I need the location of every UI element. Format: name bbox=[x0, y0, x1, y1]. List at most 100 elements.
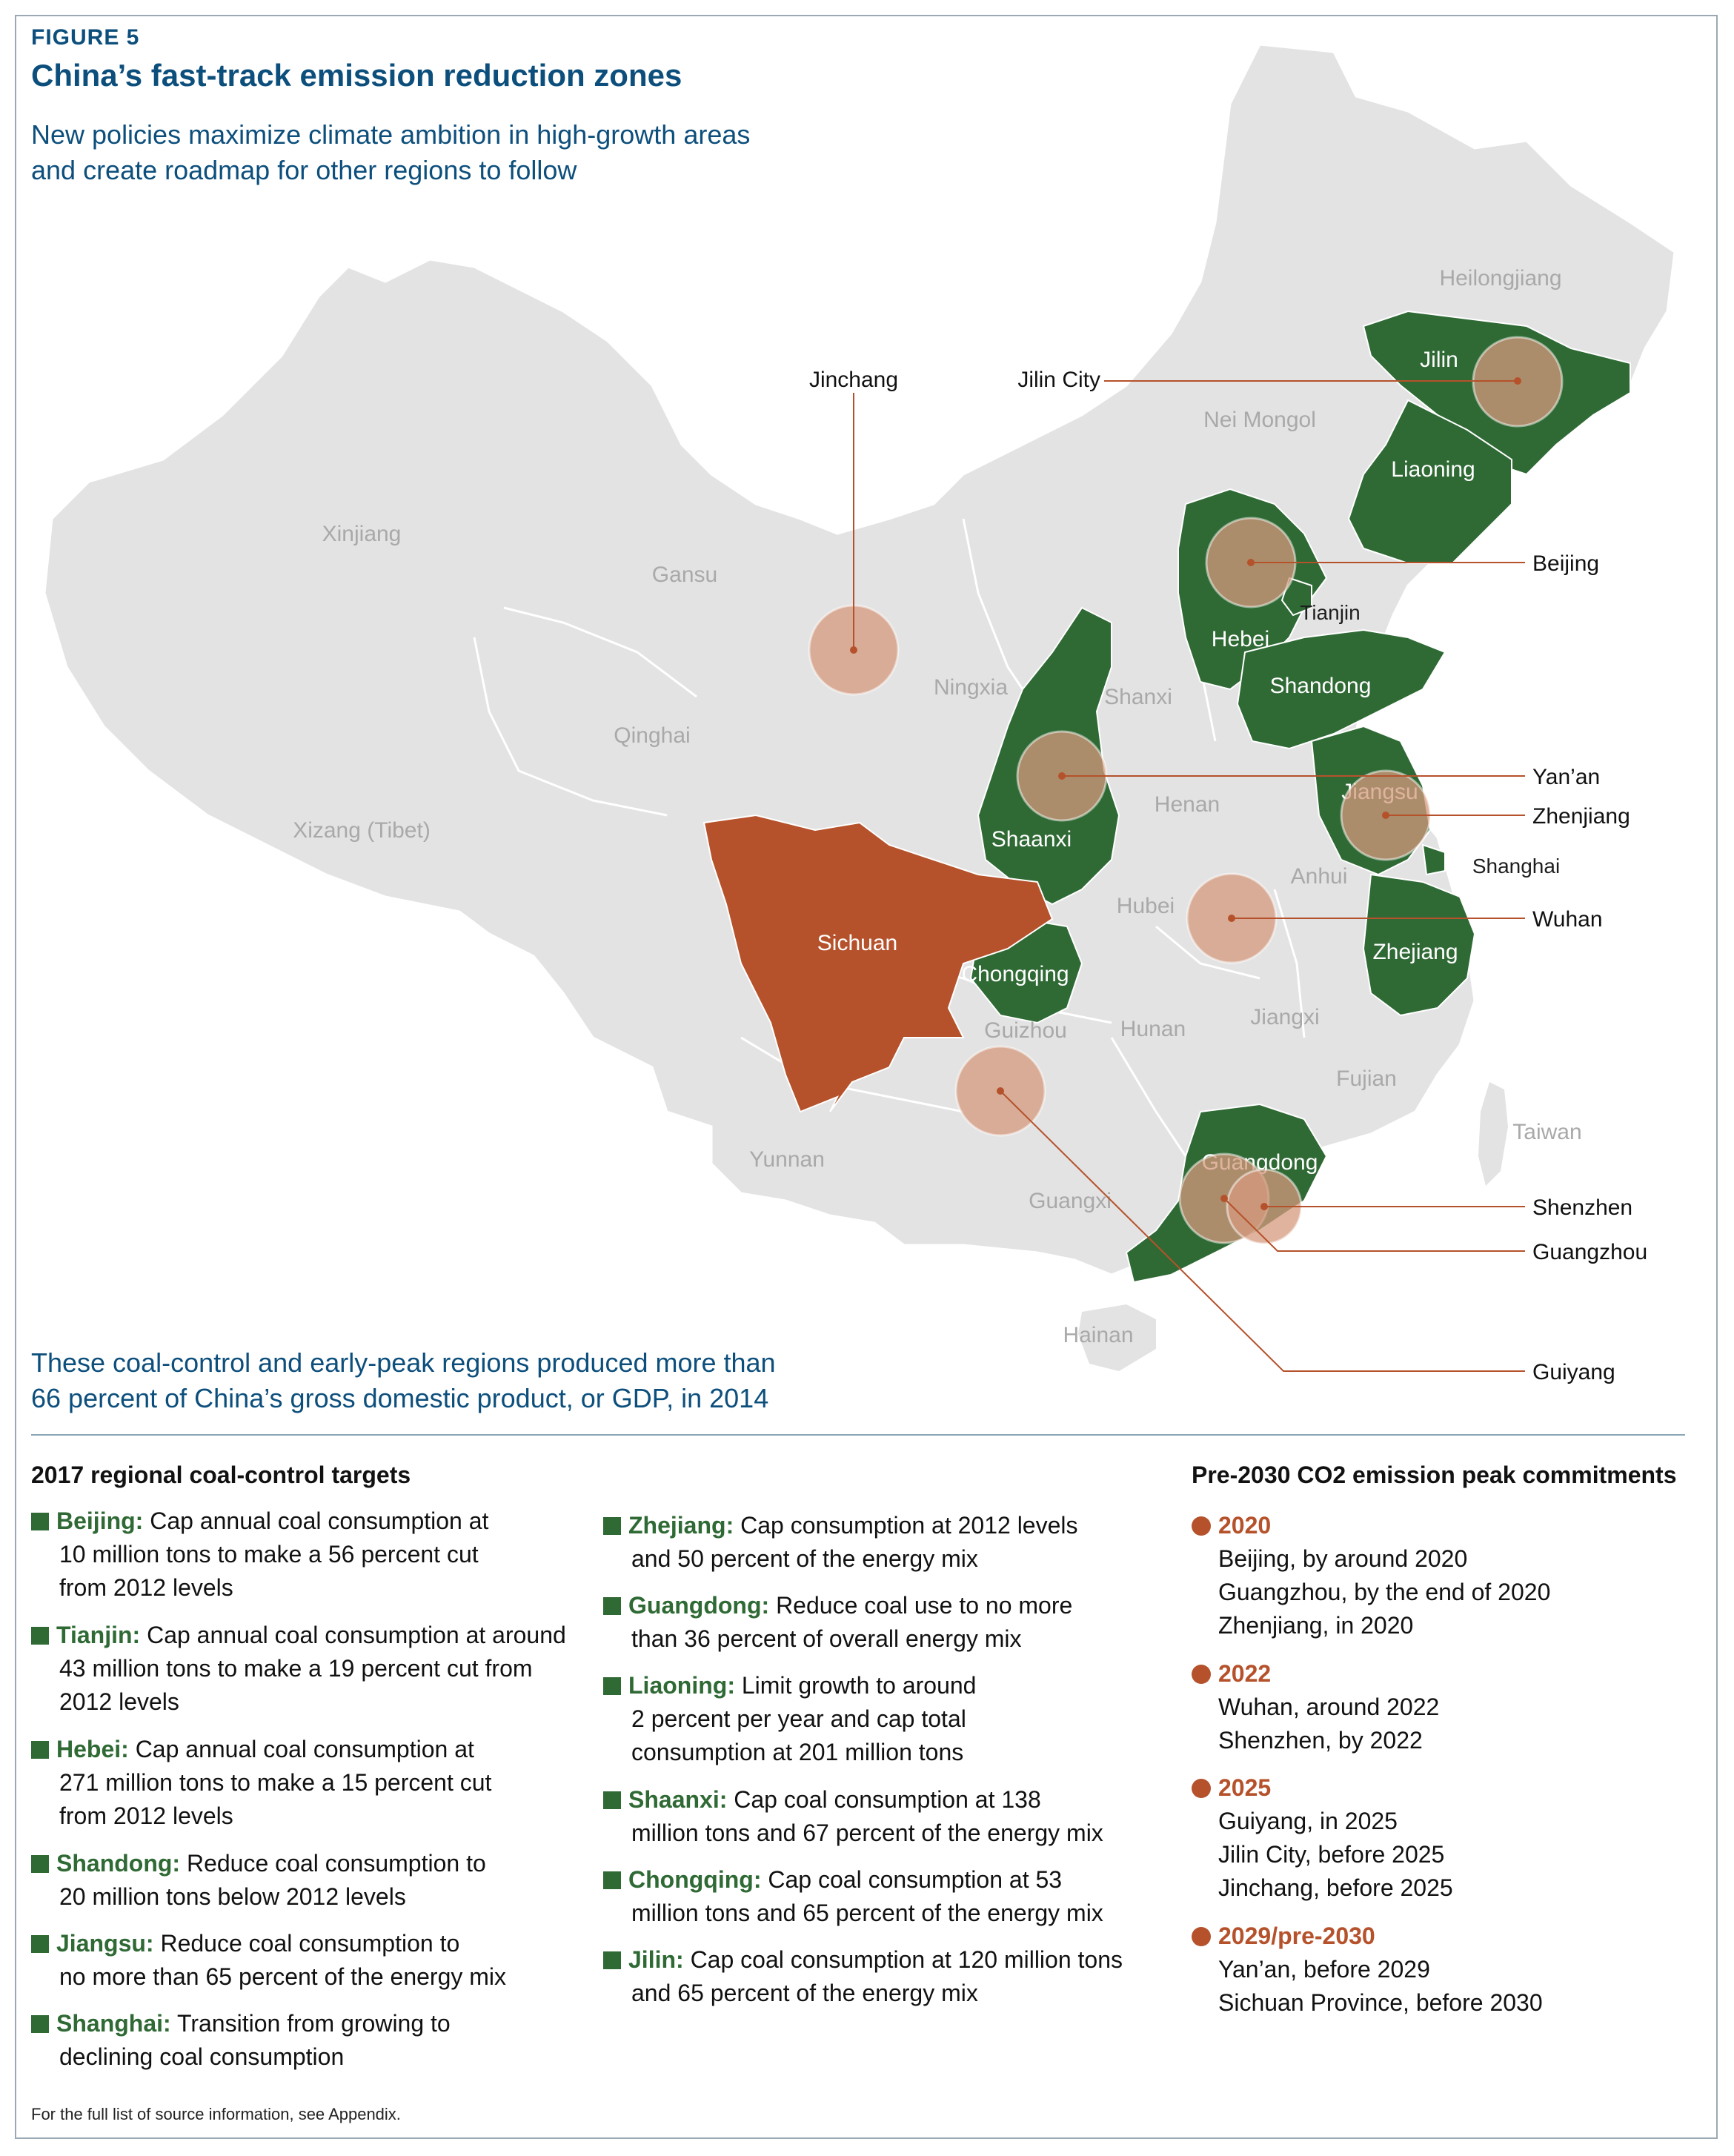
target-text: Limit growth to around bbox=[734, 1672, 977, 1699]
shenzhen-dot bbox=[1260, 1203, 1268, 1210]
sichuan-province bbox=[702, 814, 1054, 1113]
target-text: from 2012 levels bbox=[59, 1802, 233, 1829]
green-square-icon bbox=[31, 1627, 49, 1645]
target-entry-tianjin: Tianjin: Cap annual coal consumption at … bbox=[31, 1619, 566, 1719]
gdp-note-line: 66 percent of China’s gross domestic pro… bbox=[31, 1383, 769, 1413]
target-text: 10 million tons to make a 56 percent cut bbox=[59, 1541, 479, 1568]
commitment-group: 2022 Wuhan, around 2022 Shenzhen, by 2022 bbox=[1192, 1657, 1439, 1757]
target-region-name: Beijing: bbox=[56, 1507, 144, 1534]
target-text: Cap annual coal consumption at bbox=[143, 1507, 489, 1534]
target-text: 2012 levels bbox=[59, 1688, 179, 1715]
footnote: For the full list of source information,… bbox=[31, 2105, 401, 2123]
commitment-item: Beijing, by around 2020 bbox=[1218, 1545, 1468, 1572]
green-square-icon bbox=[603, 1597, 621, 1615]
orange-dot-icon bbox=[1192, 1779, 1211, 1798]
target-text: Cap coal consumption at 53 bbox=[761, 1866, 1063, 1893]
hainan-island bbox=[1078, 1304, 1156, 1371]
target-entry-shandong: Shandong: Reduce coal consumption to 20 m… bbox=[31, 1847, 486, 1914]
province-label: Guizhou bbox=[984, 1018, 1067, 1043]
target-region-name: Chongqing: bbox=[628, 1866, 762, 1893]
province-label: Xinjiang bbox=[322, 522, 402, 546]
target-entry-jilin: Jilin: Cap coal consumption at 120 milli… bbox=[603, 1943, 1123, 2010]
province-label: Fujian bbox=[1336, 1067, 1397, 1091]
figure-frame bbox=[15, 15, 1718, 2139]
target-text: million tons and 65 percent of the energ… bbox=[631, 1900, 1103, 1926]
commitment-item: Guangzhou, by the end of 2020 bbox=[1218, 1579, 1551, 1605]
province-label: Hunan bbox=[1120, 1017, 1186, 1041]
province-label: Nei Mongol bbox=[1203, 408, 1316, 432]
commitments-heading: Pre-2030 CO2 emission peak commitments bbox=[1192, 1462, 1677, 1488]
commitment-item: Wuhan, around 2022 bbox=[1218, 1694, 1440, 1720]
province-label: Shaanxi bbox=[991, 827, 1072, 852]
target-region-name: Zhejiang: bbox=[628, 1512, 734, 1539]
province-label: Zhejiang bbox=[1372, 940, 1458, 964]
shandong-province bbox=[1236, 628, 1446, 750]
green-square-icon bbox=[31, 1741, 49, 1759]
orange-dot-icon bbox=[1192, 1516, 1211, 1536]
target-text: no more than 65 percent of the energy mi… bbox=[59, 1963, 507, 1990]
target-text: Cap annual coal consumption at bbox=[128, 1736, 474, 1762]
city-label: Guangzhou bbox=[1532, 1240, 1647, 1264]
target-text: and 65 percent of the energy mix bbox=[631, 1980, 978, 2006]
figure-subtitle: New policies maximize climate ambition i… bbox=[31, 117, 750, 188]
target-text: 43 million tons to make a 19 percent cut… bbox=[59, 1655, 533, 1682]
target-entry-zhejiang: Zhejiang: Cap consumption at 2012 levels… bbox=[603, 1509, 1078, 1576]
green-square-icon bbox=[31, 1935, 49, 1953]
province-label: Hubei bbox=[1117, 894, 1175, 918]
green-square-icon bbox=[603, 1677, 621, 1695]
commitment-year: 2025 bbox=[1218, 1774, 1272, 1801]
province-label: Heilongjiang bbox=[1439, 266, 1561, 291]
commitment-group: 2029/pre-2030 Yan’an, before 2029 Sichuan … bbox=[1192, 1920, 1543, 2020]
target-text: Transition from growing to bbox=[170, 2010, 451, 2037]
target-text: and 50 percent of the energy mix bbox=[631, 1545, 978, 1572]
guiyang-leader bbox=[1000, 1090, 1525, 1372]
subtitle-line: and create roadmap for other regions to … bbox=[31, 155, 577, 185]
gray-province-labels: Heilongjiang Nei Mongol Xinjiang Gansu Q… bbox=[293, 266, 1582, 1347]
province-label: Xizang (Tibet) bbox=[293, 818, 431, 843]
shanghai-province bbox=[1421, 843, 1446, 876]
target-entry-hebei: Hebei: Cap annual coal consumption at 271… bbox=[31, 1733, 491, 1833]
zhenjiang-dot bbox=[1382, 812, 1389, 819]
tianjin-province bbox=[1280, 577, 1312, 617]
city-dots bbox=[850, 377, 1521, 1210]
target-region-name: Hebei: bbox=[56, 1736, 129, 1762]
city-label: Shenzhen bbox=[1532, 1195, 1632, 1220]
commitment-item: Yan’an, before 2029 bbox=[1218, 1956, 1430, 1983]
target-text: 20 million tons below 2012 levels bbox=[59, 1883, 406, 1910]
guangzhou-leader bbox=[1223, 1198, 1525, 1252]
wuhan-dot bbox=[1228, 915, 1235, 922]
province-label: Hebei bbox=[1212, 627, 1269, 651]
province-label: Ningxia bbox=[934, 675, 1008, 700]
province-label: Anhui bbox=[1291, 864, 1348, 889]
zhejiang-province bbox=[1362, 873, 1476, 1017]
province-label: Qinghai bbox=[614, 723, 690, 748]
commitment-item: Shenzhen, by 2022 bbox=[1218, 1727, 1423, 1754]
province-label: Tianjin bbox=[1300, 601, 1360, 624]
target-entry-shanghai: Shanghai: Transition from growing to decl… bbox=[31, 2007, 451, 2074]
city-label: Zhenjiang bbox=[1532, 804, 1630, 829]
city-labels: Jinchang Jilin City Beijing Yan’an Zhenj… bbox=[809, 368, 1647, 1384]
province-label: Chongqing bbox=[961, 962, 1069, 986]
target-region-name: Jiangsu: bbox=[56, 1930, 154, 1957]
commitment-item: Zhenjiang, in 2020 bbox=[1218, 1612, 1414, 1639]
china-map: Heilongjiang Nei Mongol Xinjiang Gansu Q… bbox=[43, 43, 1676, 1384]
target-text: consumption at 201 million tons bbox=[631, 1739, 964, 1765]
target-region-name: Jilin: bbox=[628, 1946, 684, 1973]
target-text: from 2012 levels bbox=[59, 1574, 233, 1601]
target-text: million tons and 67 percent of the energ… bbox=[631, 1820, 1103, 1846]
figure-label: FIGURE 5 bbox=[31, 25, 140, 50]
target-text: declining coal consumption bbox=[59, 2043, 345, 2070]
green-square-icon bbox=[603, 1871, 621, 1889]
gdp-note-line: These coal-control and early-peak region… bbox=[31, 1347, 776, 1378]
target-region-name: Shaanxi: bbox=[628, 1786, 728, 1813]
leader-lines bbox=[853, 380, 1525, 1372]
city-label: Beijing bbox=[1532, 551, 1599, 576]
target-region-name: Shanghai: bbox=[56, 2010, 171, 2037]
province-label: Jilin bbox=[1420, 348, 1458, 372]
province-label: Jiangxi bbox=[1250, 1005, 1319, 1029]
commitment-item: Guiyang, in 2025 bbox=[1218, 1808, 1398, 1834]
guiyang-dot bbox=[997, 1087, 1004, 1095]
city-label: Jilin City bbox=[1017, 368, 1100, 392]
commitment-item: Jinchang, before 2025 bbox=[1218, 1874, 1453, 1901]
green-square-icon bbox=[603, 1517, 621, 1535]
